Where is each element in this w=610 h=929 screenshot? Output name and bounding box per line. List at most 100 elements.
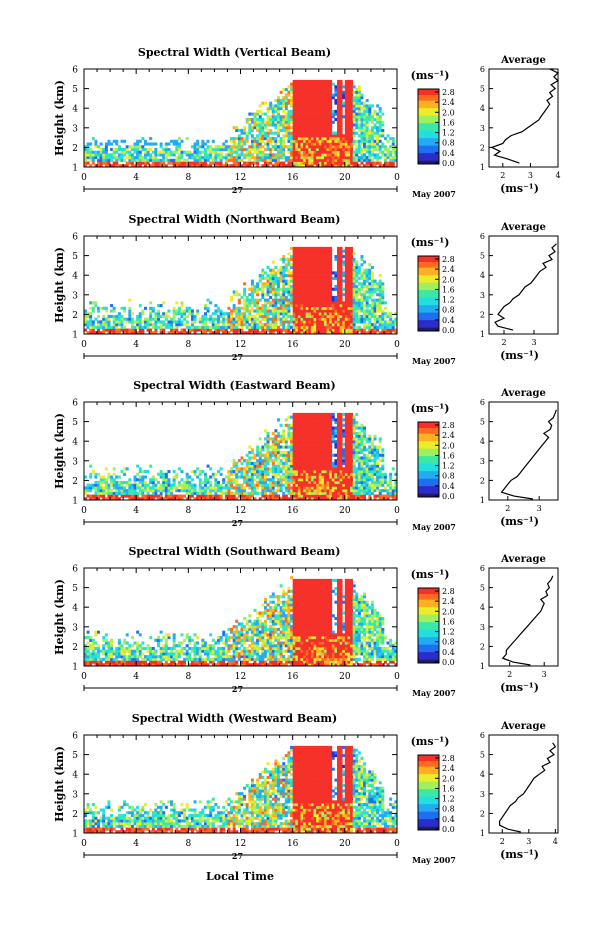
colorbar-segment xyxy=(418,638,439,641)
colorbar-segment xyxy=(418,813,439,816)
colorbar-tick-label: 2.0 xyxy=(442,774,455,783)
avg-y-tick-label: 4 xyxy=(480,104,485,113)
colorbar-tick-label: 0.8 xyxy=(442,472,455,481)
colorbar-segment xyxy=(418,785,439,788)
y-tick-label: 3 xyxy=(72,291,78,301)
colorbar-tick-label: 0.4 xyxy=(442,648,455,657)
avg-x-tick-label: 3 xyxy=(537,504,542,513)
avg-y-tick-label: 2 xyxy=(480,642,485,651)
colorbar-tick-label: 0.0 xyxy=(442,825,455,834)
colorbar-segment xyxy=(418,329,439,332)
colorbar-segment xyxy=(418,149,439,152)
colorbar-tick-label: 2.4 xyxy=(442,597,455,606)
colorbar-segment xyxy=(418,809,439,812)
colorbar-segment xyxy=(418,282,439,285)
colorbar-segment xyxy=(418,437,439,440)
y-tick-label: 5 xyxy=(72,85,78,95)
y-tick-label: 2 xyxy=(72,477,78,487)
panel-title: Spectral Width (Eastward Beam) xyxy=(133,379,335,392)
avg-y-tick-label: 1 xyxy=(480,829,485,838)
panel-westward: Spectral Width (Westward Beam)123456Heig… xyxy=(53,712,559,865)
colorbar-segment xyxy=(418,265,439,268)
colorbar-segment xyxy=(418,284,439,287)
colorbar-segment xyxy=(418,788,439,792)
colorbar-segment xyxy=(418,482,439,485)
colorbar-segment xyxy=(418,452,439,455)
average-unit: (ms⁻¹) xyxy=(500,182,539,195)
average-unit: (ms⁻¹) xyxy=(500,515,539,528)
x-tick-label: 0 xyxy=(394,506,400,516)
colorbar-tick-label: 2.8 xyxy=(442,88,455,97)
colorbar-segment xyxy=(418,485,439,489)
avg-y-tick-label: 2 xyxy=(480,143,485,152)
colorbar-unit: (ms⁻¹) xyxy=(411,69,450,82)
colorbar-tick-label: 1.2 xyxy=(442,129,455,138)
colorbar-segment xyxy=(418,770,439,773)
colorbar-segment xyxy=(418,659,439,662)
x-tick-label: 8 xyxy=(185,340,191,350)
average-frame xyxy=(488,68,559,168)
colorbar-tick-label: 1.2 xyxy=(442,462,455,471)
colorbar-segment xyxy=(418,431,439,434)
y-tick-label: 3 xyxy=(72,623,78,633)
colorbar-segment xyxy=(418,96,439,99)
colorbar-segment xyxy=(418,109,439,112)
colorbar-segment xyxy=(418,457,439,460)
colorbar-segment xyxy=(418,614,439,617)
colorbar-segment xyxy=(418,433,439,436)
colorbar-segment xyxy=(418,816,439,820)
colorbar-segment xyxy=(418,274,439,278)
colorbar-segment xyxy=(418,661,439,664)
panel-title: Spectral Width (Westward Beam) xyxy=(132,712,337,725)
colorbar-segment xyxy=(418,762,439,765)
panel-vertical: Spectral Width (Vertical Beam)123456Heig… xyxy=(53,46,561,199)
colorbar-segment xyxy=(418,438,439,442)
colorbar-segment xyxy=(418,610,439,613)
average-frame xyxy=(488,567,559,667)
avg-y-tick-label: 1 xyxy=(480,330,485,339)
colorbar-segment xyxy=(418,811,439,814)
colorbar-segment xyxy=(418,657,439,660)
y-tick-label: 4 xyxy=(72,604,78,614)
day-label: 27 xyxy=(232,518,243,528)
avg-y-tick-label: 3 xyxy=(480,124,485,133)
colorbar-segment xyxy=(418,597,439,600)
colorbar-segment xyxy=(418,301,439,304)
colorbar-tick-label: 2.4 xyxy=(442,764,455,773)
colorbar-segment xyxy=(418,446,439,449)
x-tick-label: 20 xyxy=(339,506,351,516)
date-label: May 2007 xyxy=(412,189,456,199)
colorbar-segment xyxy=(418,489,439,492)
colorbar-segment xyxy=(418,644,439,647)
x-tick-label: 4 xyxy=(133,672,139,682)
colorbar-segment xyxy=(418,89,439,92)
x-axis-label: Local Time xyxy=(206,870,274,883)
colorbar-segment xyxy=(418,766,439,769)
colorbar-frame xyxy=(417,88,440,165)
colorbar-unit: (ms⁻¹) xyxy=(411,568,450,581)
y-tick-label: 1 xyxy=(72,164,78,174)
colorbar-unit: (ms⁻¹) xyxy=(411,236,450,249)
colorbar-segment xyxy=(418,783,439,786)
colorbar-tick-label: 1.6 xyxy=(442,617,455,626)
colorbar-segment xyxy=(418,319,439,323)
colorbar-segment xyxy=(418,442,439,445)
x-tick-label: 12 xyxy=(235,839,246,849)
average-title: Average xyxy=(500,721,546,732)
colorbar-segment xyxy=(418,128,439,131)
avg-y-tick-label: 4 xyxy=(480,271,485,280)
colorbar-segment xyxy=(418,98,439,101)
average-title: Average xyxy=(500,222,546,233)
avg-y-tick-label: 5 xyxy=(480,418,485,427)
heatmap-cells xyxy=(84,412,398,501)
colorbar-segment xyxy=(418,450,439,453)
avg-x-tick-label: 4 xyxy=(555,171,560,180)
y-tick-label: 5 xyxy=(72,584,78,594)
panel-title: Spectral Width (Southward Beam) xyxy=(128,545,340,558)
avg-x-tick-label: 2 xyxy=(500,837,505,846)
colorbar-segment xyxy=(418,483,439,487)
colorbar-segment xyxy=(418,289,439,293)
colorbar-segment xyxy=(418,608,439,611)
colorbar-segment xyxy=(418,828,439,831)
colorbar-segment xyxy=(418,117,439,120)
